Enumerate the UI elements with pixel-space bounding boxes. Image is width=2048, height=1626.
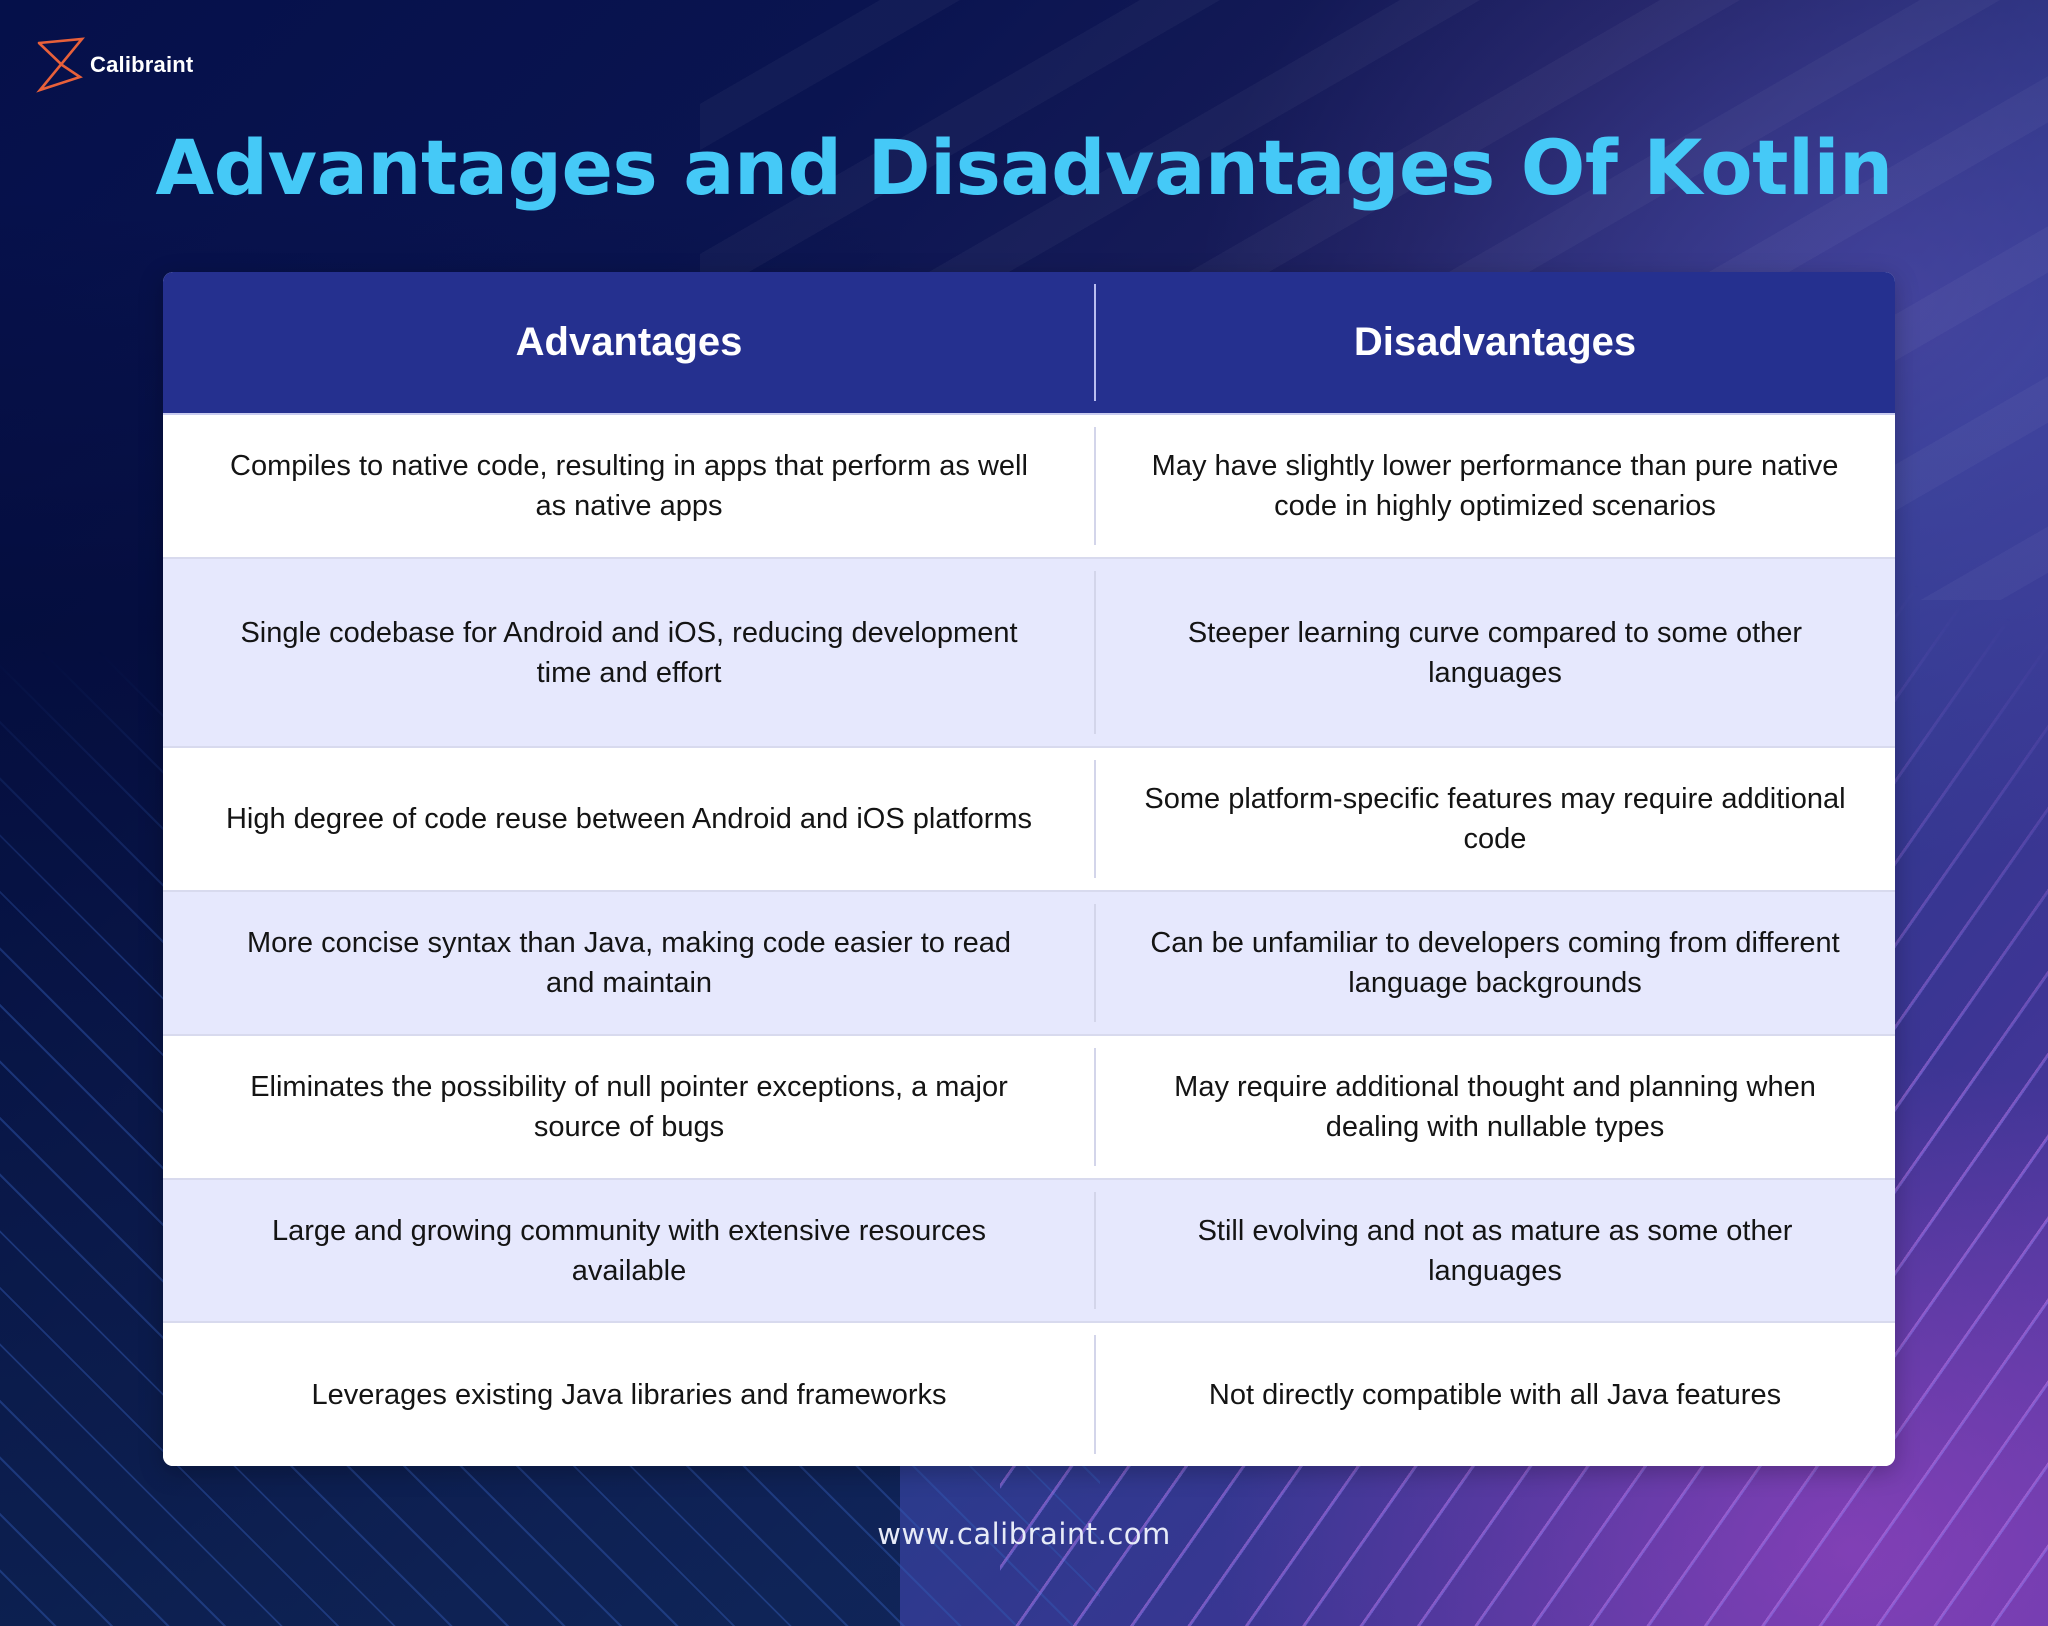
brand-logo: Calibraint: [36, 37, 193, 93]
disadvantage-cell: May have slightly lower performance than…: [1151, 450, 1839, 522]
advantage-cell: Single codebase for Android and iOS, red…: [240, 616, 1018, 689]
advantage-cell: Eliminates the possibility of null point…: [250, 1071, 1008, 1143]
header-disadvantages: Disadvantages: [1353, 320, 1637, 364]
header-column-divider: [1094, 284, 1096, 401]
column-divider: [1094, 1192, 1096, 1309]
column-divider: [1094, 571, 1096, 734]
column-divider: [1094, 1048, 1096, 1166]
disadvantage-cell: May require additional thought and plann…: [1174, 1071, 1816, 1143]
comparison-table: Advantages Disadvantages Compiles to nat…: [163, 272, 1895, 1466]
disadvantage-cell: Steeper learning curve compared to some …: [1187, 616, 1803, 689]
calibraint-zigzag-logo-icon: [36, 37, 85, 93]
advantage-cell: High degree of code reuse between Androi…: [225, 803, 1033, 835]
header-advantages: Advantages: [515, 320, 743, 364]
disadvantage-cell: Can be unfamiliar to developers coming f…: [1150, 927, 1840, 999]
column-divider: [1094, 427, 1096, 545]
table-header: Advantages Disadvantages: [163, 272, 1895, 415]
page-title: Advantages and Disadvantages Of Kotlin: [155, 123, 1893, 212]
table-row: High degree of code reuse between Androi…: [163, 748, 1895, 892]
disadvantage-cell: Still evolving and not as mature as some…: [1197, 1214, 1793, 1287]
advantage-cell: Leverages existing Java libraries and fr…: [311, 1378, 947, 1411]
brand-name: Calibraint: [90, 52, 194, 77]
table-row: Leverages existing Java libraries and fr…: [163, 1323, 1895, 1466]
advantage-cell: Compiles to native code, resulting in ap…: [230, 450, 1028, 522]
advantage-cell: Large and growing community with extensi…: [271, 1214, 987, 1287]
website-url: www.calibraint.com: [877, 1517, 1171, 1551]
table-row: Large and growing community with extensi…: [163, 1180, 1895, 1323]
disadvantage-cell: Some platform-specific features may requ…: [1144, 783, 1846, 855]
column-divider: [1094, 1335, 1096, 1454]
column-divider: [1094, 760, 1096, 878]
table-row: Single codebase for Android and iOS, red…: [163, 559, 1895, 748]
table-row: More concise syntax than Java, making co…: [163, 892, 1895, 1036]
disadvantage-cell: Not directly compatible with all Java fe…: [1208, 1378, 1782, 1411]
advantage-cell: More concise syntax than Java, making co…: [246, 927, 1012, 999]
table-row: Compiles to native code, resulting in ap…: [163, 415, 1895, 559]
column-divider: [1094, 904, 1096, 1022]
table-row: Eliminates the possibility of null point…: [163, 1036, 1895, 1180]
